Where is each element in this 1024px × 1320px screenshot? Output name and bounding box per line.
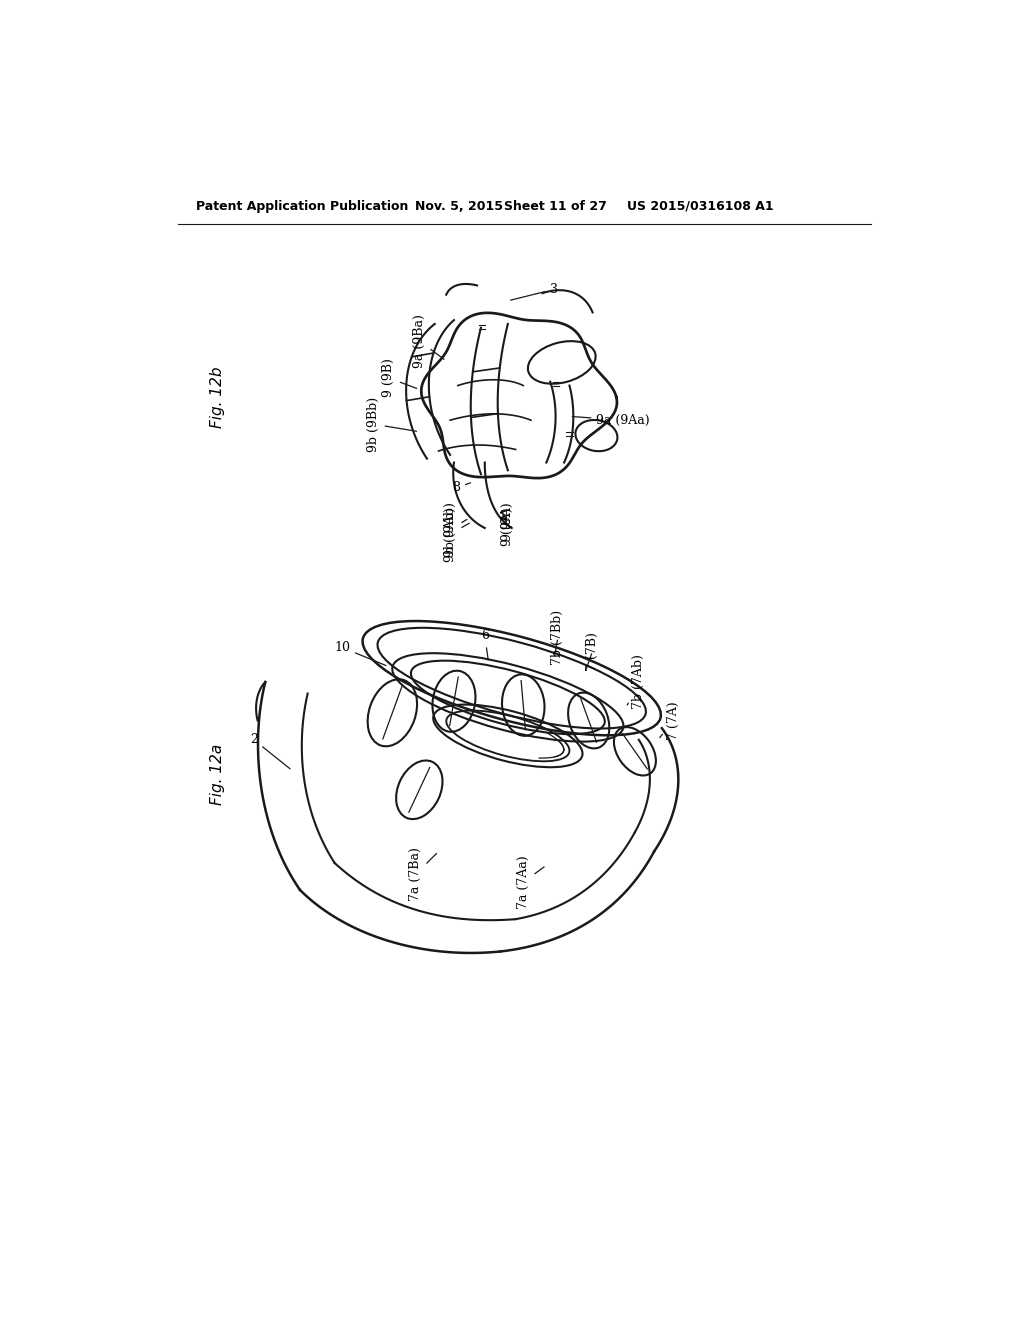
Text: 9 (9B): 9 (9B) bbox=[382, 359, 417, 397]
Text: 2: 2 bbox=[250, 733, 290, 768]
Text: US 2015/0316108 A1: US 2015/0316108 A1 bbox=[628, 199, 774, 213]
Text: Fig. 12b: Fig. 12b bbox=[210, 367, 225, 428]
Text: Patent Application Publication: Patent Application Publication bbox=[196, 199, 409, 213]
Text: 9a (9Ba): 9a (9Ba) bbox=[413, 314, 444, 368]
Text: 9a (9Aa): 9a (9Aa) bbox=[572, 413, 650, 426]
Text: 7a (7Ba): 7a (7Ba) bbox=[409, 847, 436, 902]
Text: 9 (9A): 9 (9A) bbox=[502, 503, 514, 541]
Text: 7a (7Aa): 7a (7Aa) bbox=[517, 855, 544, 909]
Text: 9b (9Ab): 9b (9Ab) bbox=[443, 507, 469, 561]
Text: 7 (7A): 7 (7A) bbox=[659, 701, 680, 739]
Text: 7b (7Ab): 7b (7Ab) bbox=[628, 655, 645, 709]
Text: 6: 6 bbox=[480, 630, 488, 660]
Text: Fig. 12a: Fig. 12a bbox=[210, 743, 225, 805]
Text: 8: 8 bbox=[453, 482, 471, 495]
Text: 7 (7B): 7 (7B) bbox=[586, 632, 599, 671]
Text: 3: 3 bbox=[511, 282, 558, 300]
Text: 9 (9A): 9 (9A) bbox=[502, 507, 514, 545]
Text: Nov. 5, 2015: Nov. 5, 2015 bbox=[416, 199, 504, 213]
Text: 10: 10 bbox=[334, 640, 386, 665]
Text: Sheet 11 of 27: Sheet 11 of 27 bbox=[504, 199, 607, 213]
Text: 9b (9Ab): 9b (9Ab) bbox=[443, 502, 467, 557]
Text: 9b (9Bb): 9b (9Bb) bbox=[367, 396, 417, 451]
Text: 7b (7Bb): 7b (7Bb) bbox=[551, 610, 564, 665]
